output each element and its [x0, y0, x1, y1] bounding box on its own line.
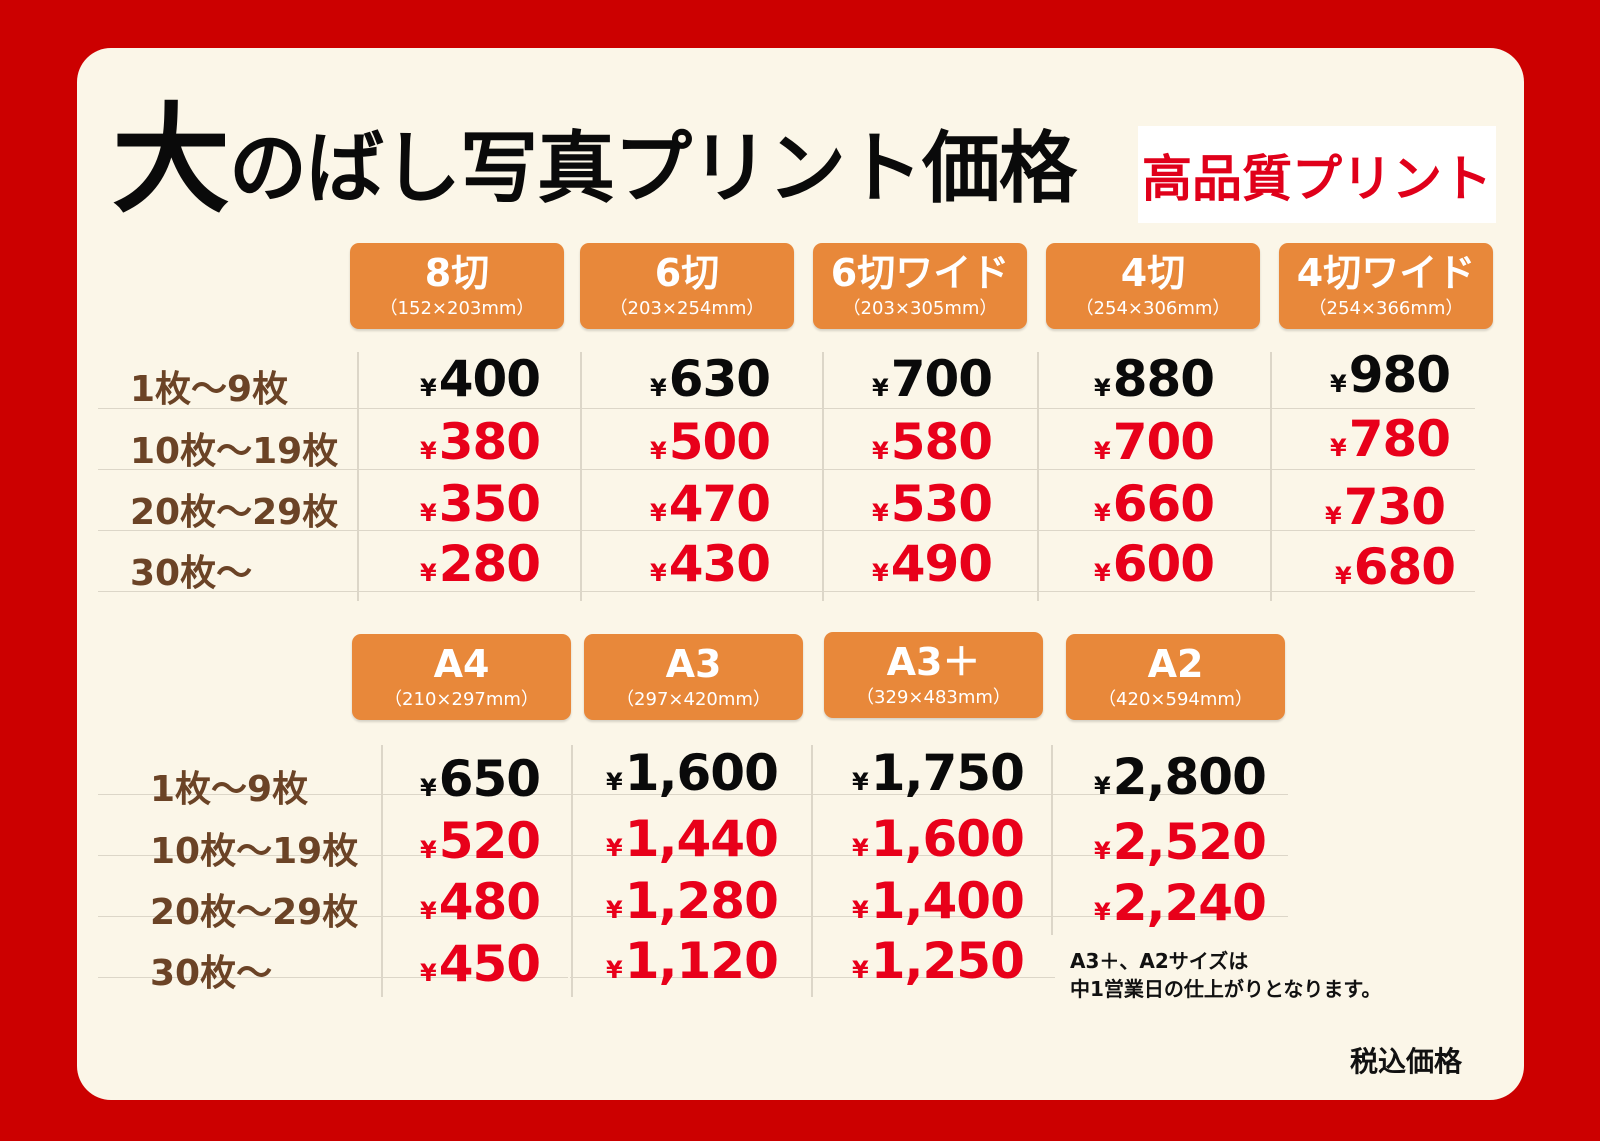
qty-label-10-19: 10枚～19枚	[150, 831, 359, 872]
price-cell: ¥1,440	[606, 810, 779, 868]
size-header-6giri-wide: 6切ワイド （203×305mm）	[813, 243, 1027, 329]
column-divider	[580, 352, 582, 601]
column-divider	[381, 745, 383, 997]
table-row	[98, 733, 1288, 795]
table-row	[98, 794, 1288, 856]
price-cell: ¥660	[1094, 475, 1215, 533]
column-divider	[822, 352, 824, 601]
size-name: A3＋	[886, 640, 981, 684]
high-quality-badge: 高品質プリント	[1138, 126, 1496, 223]
price-cell: ¥980	[1330, 346, 1451, 404]
price-cell: ¥2,240	[1094, 874, 1267, 932]
price-cell: ¥1,600	[606, 744, 779, 802]
column-divider	[571, 745, 573, 997]
table-row	[98, 469, 1475, 531]
size-header-a3-plus: A3＋ （329×483mm）	[824, 632, 1043, 718]
column-divider	[1270, 352, 1272, 601]
size-name: 6切	[654, 251, 720, 295]
price-cell: ¥450	[420, 935, 541, 993]
price-cell: ¥520	[420, 812, 541, 870]
title-first-char: 大	[112, 91, 230, 229]
price-cell: ¥280	[420, 535, 541, 593]
column-divider	[1051, 745, 1053, 935]
price-cell: ¥700	[1094, 413, 1215, 471]
size-dimensions: （152×203mm）	[379, 298, 535, 319]
table-row	[98, 530, 1475, 592]
table-row	[98, 347, 1475, 409]
price-cell: ¥680	[1335, 538, 1456, 596]
size-dimensions: （203×305mm）	[842, 298, 998, 319]
qty-label-20-29: 20枚～29枚	[150, 892, 359, 933]
qty-label-30-plus: 30枚～	[130, 553, 253, 594]
price-cell: ¥350	[420, 475, 541, 533]
price-cell: ¥780	[1330, 410, 1451, 468]
size-header-a4: A4 （210×297mm）	[352, 634, 571, 720]
qty-label-20-29: 20枚～29枚	[130, 492, 339, 533]
size-name: 6切ワイド	[830, 251, 1010, 295]
qty-label-1-9: 1枚～9枚	[130, 369, 289, 410]
price-panel	[77, 48, 1524, 1100]
price-cell: ¥480	[420, 873, 541, 931]
size-dimensions: （254×306mm）	[1075, 298, 1231, 319]
size-header-4giri: 4切 （254×306mm）	[1046, 243, 1260, 329]
qty-label-1-9: 1枚～9枚	[150, 769, 309, 810]
size-name: A3	[665, 642, 722, 686]
column-divider	[1037, 352, 1039, 601]
size-dimensions: （203×254mm）	[609, 298, 765, 319]
title-rest: のばし写真プリント価格	[229, 124, 1077, 214]
size-name: A4	[433, 642, 490, 686]
price-cell: ¥470	[650, 475, 771, 533]
price-cell: ¥880	[1094, 350, 1215, 408]
note-line-2: 中1営業日の仕上がりとなります。	[1070, 977, 1382, 1001]
size-name: 4切ワイド	[1296, 251, 1476, 295]
a3plus-a2-note: A3＋、A2サイズは 中1営業日の仕上がりとなります。	[1070, 947, 1381, 1003]
size-name: 8切	[424, 251, 490, 295]
size-dimensions: （420×594mm）	[1098, 689, 1253, 710]
size-header-4giri-wide: 4切ワイド （254×366mm）	[1279, 243, 1493, 329]
price-cell: ¥430	[650, 535, 771, 593]
price-cell: ¥380	[420, 413, 541, 471]
size-dimensions: （254×366mm）	[1308, 298, 1464, 319]
size-header-a2: A2 （420×594mm）	[1066, 634, 1285, 720]
tax-included-label: 税込価格	[1350, 1045, 1463, 1078]
price-cell: ¥580	[872, 413, 993, 471]
note-line-1: A3＋、A2サイズは	[1070, 949, 1249, 973]
price-cell: ¥700	[872, 350, 993, 408]
price-cell: ¥400	[420, 350, 541, 408]
table-row	[98, 916, 568, 978]
price-cell: ¥650	[420, 750, 541, 808]
size-dimensions: （210×297mm）	[384, 689, 539, 710]
qty-label-10-19: 10枚～19枚	[130, 431, 339, 472]
qty-label-30-plus: 30枚～	[150, 953, 273, 994]
price-cell: ¥2,800	[1094, 748, 1267, 806]
price-cell: ¥1,400	[852, 872, 1025, 930]
price-cell: ¥1,600	[852, 810, 1025, 868]
column-divider	[357, 352, 359, 601]
column-divider	[811, 745, 813, 997]
price-cell: ¥490	[872, 535, 993, 593]
table-row	[98, 408, 1475, 470]
price-cell: ¥1,250	[852, 932, 1025, 990]
price-cell: ¥730	[1325, 478, 1446, 536]
price-cell: ¥1,120	[606, 932, 779, 990]
price-cell: ¥630	[650, 350, 771, 408]
price-cell: ¥2,520	[1094, 813, 1267, 871]
size-dimensions: （297×420mm）	[616, 689, 771, 710]
page-title: 大のばし写真プリント価格	[112, 78, 1077, 243]
table-row	[98, 855, 1288, 917]
size-name: A2	[1147, 642, 1204, 686]
size-header-a3: A3 （297×420mm）	[584, 634, 803, 720]
size-name: 4切	[1120, 251, 1186, 295]
price-cell: ¥1,750	[852, 744, 1025, 802]
price-cell: ¥500	[650, 413, 771, 471]
price-cell: ¥530	[872, 475, 993, 533]
size-header-8giri: 8切 （152×203mm）	[350, 243, 564, 329]
price-cell: ¥600	[1094, 535, 1215, 593]
price-cell: ¥1,280	[606, 872, 779, 930]
size-dimensions: （329×483mm）	[856, 687, 1011, 708]
size-header-6giri: 6切 （203×254mm）	[580, 243, 794, 329]
